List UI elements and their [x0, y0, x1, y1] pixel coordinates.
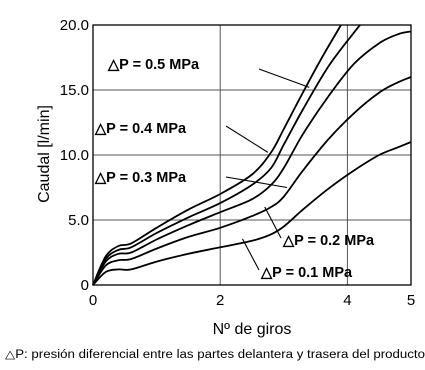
label-leader-4 — [241, 238, 260, 271]
series-line-0 — [92, 24, 342, 286]
series-label-1: △P = 0.4 MPa — [94, 121, 187, 137]
series-label-4: △P = 0.1 MPa — [260, 265, 353, 281]
y-axis-title: Caudal [l/min] — [36, 105, 53, 203]
x-tick-label: 0 — [89, 292, 97, 309]
series-line-1 — [92, 24, 361, 286]
series-line-4 — [92, 141, 412, 286]
x-tick-label: 2 — [216, 292, 224, 309]
y-tick-label: 20.0 — [60, 17, 89, 34]
y-tick-label: 5.0 — [68, 212, 89, 229]
plot-frame — [92, 24, 412, 286]
label-leader-0 — [258, 68, 310, 88]
y-tick-label: 15.0 — [60, 82, 89, 99]
footnote: △P: presión diferencial entre las partes… — [5, 349, 425, 361]
series-label-3: △P = 0.2 MPa — [282, 233, 375, 249]
grid-lines — [93, 25, 411, 285]
x-tick-label: 4 — [343, 292, 351, 309]
y-tick-label: 0 — [81, 277, 89, 294]
series-labels: △P = 0.5 MPa △P = 0.4 MPa △P = 0.3 MPa △P =… — [94, 57, 375, 281]
series-label-0: △P = 0.5 MPa — [107, 57, 200, 73]
series-label-2: △P = 0.3 MPa — [94, 170, 187, 186]
series-line-3 — [92, 76, 412, 286]
y-tick-label: 10.0 — [60, 147, 89, 164]
x-axis: 0 2 4 5 — [89, 292, 415, 309]
label-leader-1 — [225, 125, 269, 153]
series-line-2 — [92, 30, 412, 286]
series-lines — [92, 24, 412, 286]
label-leader-3 — [264, 206, 282, 239]
x-tick-label: 5 — [407, 292, 415, 309]
label-leader-2 — [225, 176, 288, 189]
x-axis-title: Nº de giros — [213, 321, 292, 338]
y-axis: 0 5.0 10.0 15.0 20.0 — [60, 17, 89, 294]
